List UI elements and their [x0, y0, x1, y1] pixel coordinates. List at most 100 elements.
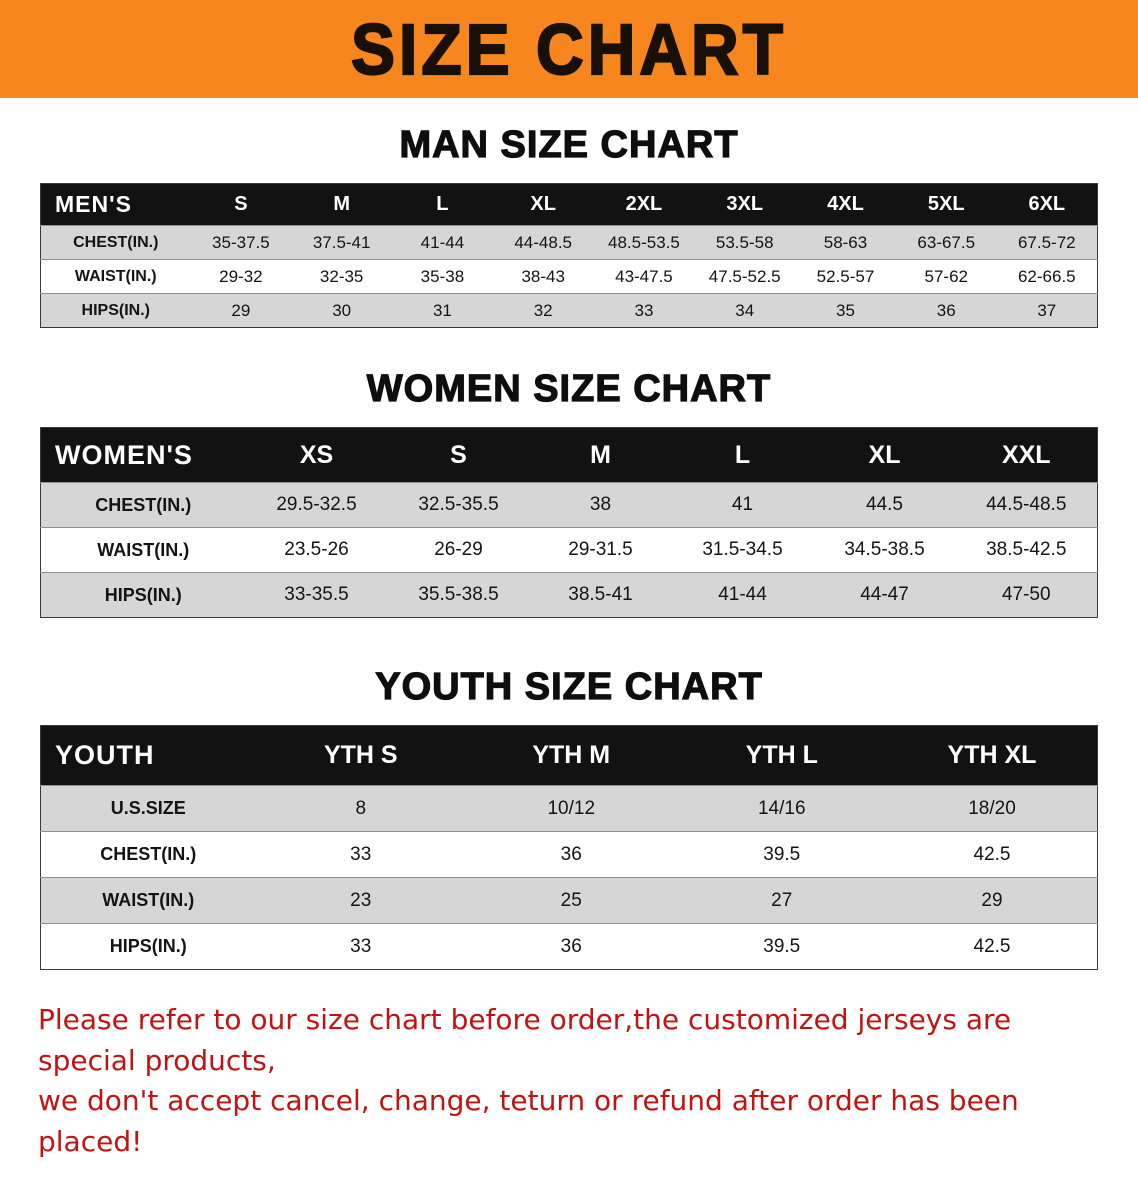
women-size-value-cell: 31.5-34.5	[671, 527, 814, 573]
women-size-value-cell: 33-35.5	[245, 572, 388, 618]
men-size-value-cell: 41-44	[392, 225, 493, 260]
women-size-value-cell: 41-44	[671, 572, 814, 618]
men-table-row: CHEST(IN.) 35-37.5 37.5-41 41-44 44-48.5 48.5…	[40, 225, 1098, 260]
women-size-value-cell: 23.5-26	[245, 527, 388, 573]
men-size-value-cell: 29-32	[190, 259, 292, 294]
women-size-value-cell: 34.5-38.5	[813, 527, 956, 573]
men-column-header: L	[392, 183, 493, 226]
disclaimer-line-2: we don't accept cancel, change, teturn o…	[38, 1084, 1019, 1158]
men-column-header: 3XL	[694, 183, 796, 226]
women-size-value-cell: 38	[529, 482, 672, 528]
men-table-row: WAIST(IN.) 29-32 32-35 35-38 38-43 43-47.5 47.…	[40, 259, 1098, 294]
youth-size-table: YOUTH YTH S YTH M YTH L YTH XL U.S.SIZE 8 10/12…	[40, 725, 1098, 970]
men-size-value-cell: 57-62	[895, 259, 997, 294]
youth-size-value-cell: 39.5	[676, 923, 887, 970]
women-table-row: HIPS(IN.) 33-35.5 35.5-38.5 38.5-41 41-44 44-…	[40, 572, 1098, 618]
youth-row-label: HIPS(IN.)	[40, 923, 256, 970]
women-corner-label: WOMEN'S	[40, 427, 246, 483]
men-size-value-cell: 34	[694, 293, 796, 328]
men-size-value-cell: 35-38	[392, 259, 493, 294]
youth-column-header: YTH L	[676, 725, 887, 786]
men-corner-label: MEN'S	[40, 183, 191, 226]
men-row-label: WAIST(IN.)	[40, 259, 191, 294]
youth-size-value-cell: 42.5	[887, 923, 1098, 970]
men-table-header-row: MEN'S S M L XL 2XL 3XL 4XL 5XL 6XL	[40, 183, 1098, 226]
women-size-value-cell: 38.5-41	[529, 572, 672, 618]
women-row-label: CHEST(IN.)	[40, 482, 246, 528]
women-column-header: XXL	[955, 427, 1098, 483]
women-table-header-row: WOMEN'S XS S M L XL XXL	[40, 427, 1098, 483]
women-table-row: CHEST(IN.) 29.5-32.5 32.5-35.5 38 41 44.5 44.5…	[40, 482, 1098, 528]
women-size-value-cell: 29-31.5	[529, 527, 672, 573]
youth-size-value-cell: 33	[255, 923, 466, 970]
men-size-value-cell: 36	[895, 293, 997, 328]
men-column-header: M	[291, 183, 393, 226]
disclaimer-line-1: Please refer to our size chart before or…	[38, 1003, 1012, 1077]
youth-size-value-cell: 39.5	[676, 831, 887, 878]
women-column-header: XS	[245, 427, 388, 483]
youth-table-row: HIPS(IN.) 33 36 39.5 42.5	[40, 923, 1098, 970]
men-size-value-cell: 30	[291, 293, 393, 328]
men-row-label: HIPS(IN.)	[40, 293, 191, 328]
men-row-label: CHEST(IN.)	[40, 225, 191, 260]
men-size-value-cell: 33	[593, 293, 695, 328]
men-size-value-cell: 62-66.5	[996, 259, 1098, 294]
youth-row-label: WAIST(IN.)	[40, 877, 256, 924]
youth-row-label: U.S.SIZE	[40, 785, 256, 832]
youth-size-value-cell: 42.5	[887, 831, 1098, 878]
women-size-value-cell: 32.5-35.5	[387, 482, 530, 528]
size-chart-page: SIZE CHART MAN SIZE CHART MEN'S S M L XL 2XL 3X…	[0, 0, 1138, 1158]
youth-table-header-row: YOUTH YTH S YTH M YTH L YTH XL	[40, 725, 1098, 786]
women-size-value-cell: 44.5	[813, 482, 956, 528]
youth-size-value-cell: 23	[255, 877, 466, 924]
youth-size-value-cell: 14/16	[676, 785, 887, 832]
men-size-value-cell: 32	[492, 293, 594, 328]
men-column-header: 2XL	[593, 183, 695, 226]
women-size-value-cell: 47-50	[955, 572, 1098, 618]
men-size-value-cell: 67.5-72	[996, 225, 1098, 260]
youth-table-row: CHEST(IN.) 33 36 39.5 42.5	[40, 831, 1098, 878]
women-column-header: M	[529, 427, 672, 483]
men-size-chart-heading: MAN SIZE CHART	[399, 123, 739, 166]
men-size-value-cell: 58-63	[795, 225, 896, 260]
women-size-value-cell: 35.5-38.5	[387, 572, 530, 618]
women-size-value-cell: 26-29	[387, 527, 530, 573]
women-size-value-cell: 38.5-42.5	[955, 527, 1098, 573]
youth-size-value-cell: 27	[676, 877, 887, 924]
women-size-chart-section: WOMEN SIZE CHART WOMEN'S XS S M L XL XXL CHEST(I…	[0, 367, 1138, 618]
youth-row-label: CHEST(IN.)	[40, 831, 256, 878]
women-column-header: XL	[813, 427, 956, 483]
youth-column-header: YTH S	[255, 725, 466, 786]
youth-size-chart-heading: YOUTH SIZE CHART	[375, 665, 763, 708]
men-size-value-cell: 52.5-57	[795, 259, 896, 294]
women-size-table: WOMEN'S XS S M L XL XXL CHEST(IN.) 29.5-32.5 32.5…	[40, 427, 1098, 618]
women-row-label: HIPS(IN.)	[40, 572, 246, 618]
men-column-header: XL	[492, 183, 594, 226]
women-row-label: WAIST(IN.)	[40, 527, 246, 573]
youth-column-header: YTH M	[466, 725, 677, 786]
youth-size-value-cell: 10/12	[466, 785, 677, 832]
youth-size-value-cell: 36	[466, 923, 677, 970]
men-size-value-cell: 43-47.5	[593, 259, 695, 294]
youth-size-value-cell: 33	[255, 831, 466, 878]
men-size-value-cell: 37.5-41	[291, 225, 393, 260]
women-column-header: S	[387, 427, 530, 483]
women-size-value-cell: 44-47	[813, 572, 956, 618]
men-size-value-cell: 31	[392, 293, 493, 328]
men-size-value-cell: 48.5-53.5	[593, 225, 695, 260]
youth-size-value-cell: 18/20	[887, 785, 1098, 832]
youth-size-chart-section: YOUTH SIZE CHART YOUTH YTH S YTH M YTH L YTH …	[0, 665, 1138, 970]
women-size-value-cell: 44.5-48.5	[955, 482, 1098, 528]
men-table-row: HIPS(IN.) 29 30 31 32 33 34 35 36 37	[40, 293, 1098, 328]
youth-table-row: WAIST(IN.) 23 25 27 29	[40, 877, 1098, 924]
men-size-table: MEN'S S M L XL 2XL 3XL 4XL 5XL 6XL CHEST(IN.) 35-37…	[40, 183, 1098, 328]
women-size-chart-heading: WOMEN SIZE CHART	[366, 367, 772, 410]
men-size-value-cell: 44-48.5	[492, 225, 594, 260]
youth-size-value-cell: 29	[887, 877, 1098, 924]
men-column-header: 4XL	[795, 183, 896, 226]
youth-table-row: U.S.SIZE 8 10/12 14/16 18/20	[40, 785, 1098, 832]
youth-size-value-cell: 36	[466, 831, 677, 878]
men-size-value-cell: 37	[996, 293, 1098, 328]
page-title: SIZE CHART	[350, 8, 787, 90]
men-size-value-cell: 35-37.5	[190, 225, 292, 260]
